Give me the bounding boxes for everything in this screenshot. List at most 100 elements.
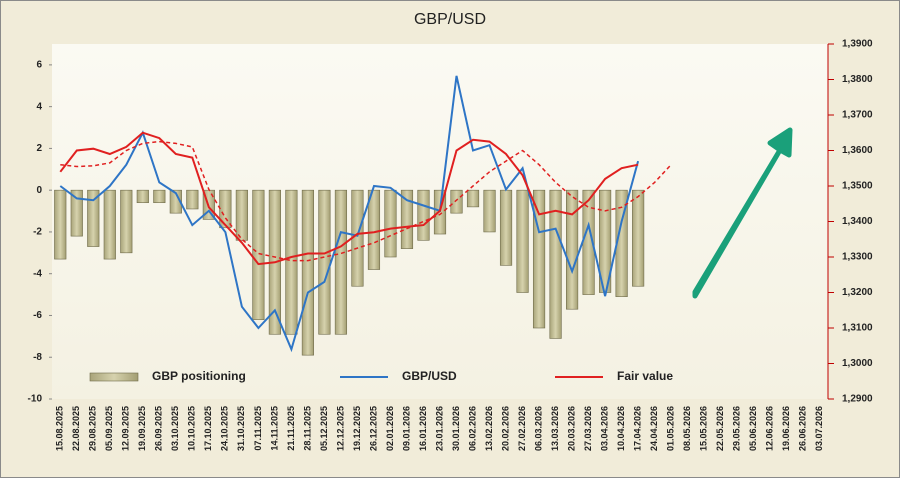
legend-swatch	[89, 372, 139, 382]
bar	[549, 189, 562, 339]
y-tick-label: -4	[33, 268, 42, 279]
bar	[54, 189, 67, 260]
x-tick-label: 14.11.2025	[269, 406, 279, 451]
y2-tick-label: 1,3500	[842, 181, 873, 192]
x-tick-label: 26.12.2025	[368, 406, 378, 451]
x-tick-label: 15.08.2025	[55, 406, 65, 451]
line	[59, 75, 640, 353]
bar	[87, 189, 100, 247]
bar	[532, 189, 546, 329]
line	[59, 131, 639, 266]
x-tick-label: 20.03.2026	[566, 406, 576, 451]
bar	[400, 189, 414, 249]
x-tick-label: 21.11.2025	[286, 406, 296, 451]
x-tick-label: 26.06.2026	[798, 406, 808, 451]
y2-tick-label: 1,2900	[842, 394, 873, 405]
x-tick-label: 12.12.2025	[335, 406, 345, 451]
x-tick-label: 26.09.2025	[154, 406, 164, 451]
x-tick-label: 05.09.2025	[104, 406, 114, 451]
bar	[466, 189, 480, 208]
y-tick-label: -8	[33, 352, 42, 363]
x-tick-label: 15.05.2026	[699, 406, 709, 451]
bar	[285, 189, 298, 335]
y2-tick-label: 1,3300	[842, 252, 873, 263]
bar	[384, 189, 397, 258]
bar	[103, 189, 116, 260]
x-tick-label: 03.04.2026	[599, 406, 609, 451]
y2-tick-label: 1,3100	[842, 323, 873, 334]
bar	[334, 189, 348, 335]
x-tick-label: 05.12.2025	[319, 406, 329, 451]
x-tick-label: 29.08.2025	[88, 406, 98, 451]
x-tick-label: 22.05.2026	[715, 406, 725, 451]
x-tick-label: 08.05.2026	[682, 406, 692, 451]
y-tick-label: 4	[36, 101, 42, 112]
dashed-line	[60, 140, 672, 262]
x-tick-label: 27.02.2026	[517, 406, 527, 451]
y2-tick-label: 1,3700	[842, 110, 873, 121]
bar	[367, 189, 381, 270]
x-tick-label: 03.07.2026	[814, 406, 824, 451]
x-tick-label: 17.04.2026	[633, 406, 643, 451]
x-tick-label: 10.10.2025	[187, 406, 197, 451]
x-tick-label: 06.03.2026	[533, 406, 543, 451]
bar	[318, 189, 331, 335]
x-tick-label: 07.11.2025	[253, 406, 263, 451]
bar	[136, 189, 149, 204]
bar	[70, 189, 83, 237]
bar	[186, 189, 199, 210]
x-tick-label: 06.02.2026	[467, 406, 477, 451]
bar	[120, 189, 133, 254]
legend-label: Fair value	[617, 369, 673, 383]
bar	[499, 189, 513, 266]
bar	[153, 189, 166, 204]
y2-tick-label: 1,3200	[842, 287, 873, 298]
x-tick-label: 27.03.2026	[583, 406, 593, 451]
bar	[483, 189, 496, 233]
x-tick-label: 19.06.2026	[781, 406, 791, 451]
x-tick-label: 29.05.2026	[732, 406, 742, 451]
y-tick-label: -2	[33, 227, 42, 238]
x-tick-label: 28.11.2025	[302, 406, 312, 451]
bar	[417, 189, 430, 241]
y2-tick-label: 1,3800	[842, 74, 873, 85]
y2-tick-label: 1,3400	[842, 216, 873, 227]
x-tick-label: 24.10.2025	[220, 406, 230, 451]
y-tick-label: -6	[33, 310, 42, 321]
x-tick-label: 13.02.2026	[484, 406, 494, 451]
x-tick-label: 23.01.2026	[434, 406, 444, 451]
x-tick-label: 03.10.2025	[170, 406, 180, 451]
bar	[351, 189, 364, 287]
x-tick-label: 12.09.2025	[121, 406, 131, 451]
x-tick-label: 22.08.2025	[71, 406, 81, 451]
y-tick-label: 6	[36, 60, 42, 71]
y2-tick-label: 1,3900	[842, 39, 873, 50]
x-tick-label: 20.02.2026	[500, 406, 510, 451]
bar	[450, 189, 463, 214]
x-tick-label: 31.10.2025	[236, 406, 246, 451]
trend-arrow	[692, 127, 793, 299]
x-tick-label: 01.05.2026	[666, 406, 676, 451]
y-tick-label: 2	[36, 143, 42, 154]
x-tick-label: 10.04.2026	[616, 406, 626, 451]
x-tick-label: 24.04.2026	[649, 406, 659, 451]
legend-label: GBP positioning	[152, 369, 246, 383]
legend-label: GBP/USD	[402, 369, 457, 383]
bar	[516, 189, 529, 293]
y2-tick-label: 1,3000	[842, 358, 873, 369]
x-tick-label: 16.01.2026	[418, 406, 428, 451]
chart-title: GBP/USD	[414, 11, 486, 28]
x-tick-label: 19.09.2025	[137, 406, 147, 451]
x-tick-label: 19.12.2025	[352, 406, 362, 451]
y2-tick-label: 1,3600	[842, 145, 873, 156]
x-tick-label: 05.06.2026	[748, 406, 758, 451]
bar	[235, 189, 248, 241]
bar	[632, 189, 645, 287]
y-tick-label: 0	[36, 185, 42, 196]
x-tick-label: 12.06.2026	[765, 406, 775, 451]
y-tick-label: -10	[28, 394, 43, 405]
x-tick-label: 02.01.2026	[385, 406, 395, 451]
bar	[301, 189, 314, 356]
bar	[252, 189, 265, 320]
